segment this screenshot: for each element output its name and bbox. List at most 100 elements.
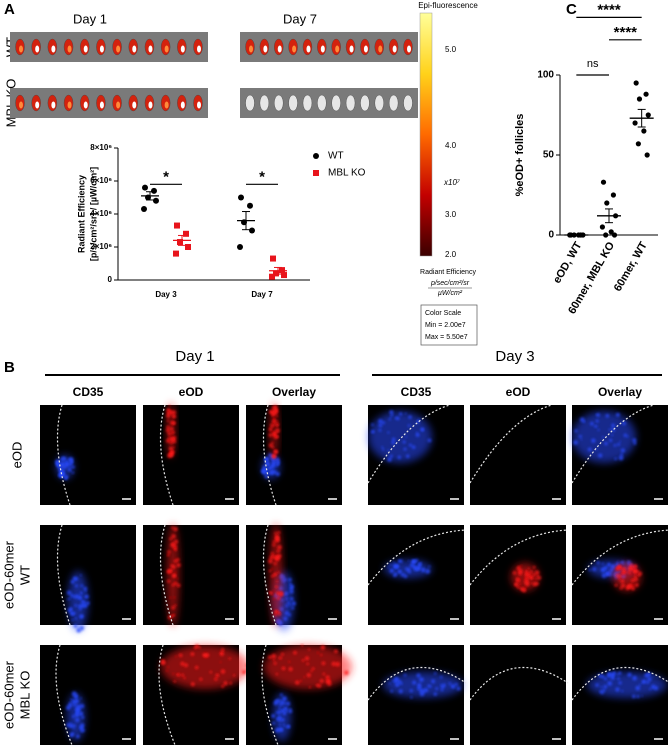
signal-speck bbox=[588, 568, 592, 572]
signal-speck bbox=[390, 689, 394, 693]
signal-glow bbox=[383, 672, 463, 698]
signal-speck bbox=[268, 655, 272, 659]
scale-text: Color Scale bbox=[425, 310, 461, 317]
micrograph-bg bbox=[40, 525, 136, 625]
data-point bbox=[183, 230, 189, 237]
signal-speck bbox=[514, 582, 519, 587]
data-point bbox=[643, 91, 649, 97]
organ-core bbox=[197, 101, 201, 109]
signal-speck bbox=[277, 715, 281, 719]
signal-speck bbox=[633, 441, 637, 445]
y-tick-label: 4×10⁶ bbox=[90, 209, 112, 218]
signal-speck bbox=[275, 591, 281, 596]
signal-speck bbox=[601, 573, 607, 578]
signal-speck bbox=[271, 554, 275, 558]
signal-speck bbox=[71, 691, 77, 697]
signal-speck bbox=[220, 669, 226, 674]
signal-speck bbox=[183, 663, 189, 668]
data-point bbox=[273, 270, 279, 277]
signal-speck bbox=[304, 656, 310, 661]
signal-speck bbox=[595, 419, 599, 423]
organ-core bbox=[83, 101, 88, 109]
signal-speck bbox=[69, 469, 72, 472]
signal-speck bbox=[607, 671, 612, 677]
signal-speck bbox=[176, 563, 181, 568]
signal-speck bbox=[275, 672, 279, 676]
signal-speck bbox=[241, 670, 247, 675]
signal-speck bbox=[76, 711, 79, 714]
signal-speck bbox=[288, 577, 292, 582]
signal-speck bbox=[621, 567, 626, 572]
signal-speck bbox=[406, 454, 410, 458]
signal-speck bbox=[273, 410, 278, 415]
signal-speck bbox=[276, 549, 281, 553]
ivis-strip bbox=[240, 32, 418, 62]
organ-core bbox=[35, 101, 40, 109]
signal-speck bbox=[617, 677, 620, 681]
organ-core bbox=[164, 101, 169, 109]
signal-speck bbox=[275, 462, 280, 467]
colorbar-tick: 4.0 bbox=[445, 141, 457, 150]
signal-speck bbox=[271, 441, 274, 445]
signal-speck bbox=[600, 567, 606, 573]
signal-speck bbox=[83, 586, 88, 591]
follicle-boundary bbox=[262, 404, 277, 506]
signal-speck bbox=[274, 613, 278, 616]
signal-speck bbox=[277, 531, 281, 535]
signal-speck bbox=[79, 597, 82, 600]
signal-speck bbox=[174, 581, 178, 586]
signal-speck bbox=[421, 689, 426, 694]
data-point bbox=[635, 141, 641, 147]
signal-speck bbox=[69, 597, 72, 600]
follicle-boundary bbox=[159, 404, 174, 506]
legend-marker bbox=[313, 153, 319, 159]
micrograph-bg bbox=[470, 405, 566, 505]
signal-speck bbox=[171, 526, 174, 530]
organ-core bbox=[407, 45, 411, 53]
signal-speck bbox=[274, 610, 278, 613]
signal-speck bbox=[617, 560, 619, 563]
signal-speck bbox=[512, 571, 517, 575]
organ-core bbox=[363, 45, 368, 53]
signal-speck bbox=[319, 678, 324, 683]
signal-speck bbox=[68, 466, 71, 469]
signal-speck bbox=[525, 577, 529, 581]
signal-speck bbox=[70, 698, 73, 701]
organ-core bbox=[180, 45, 185, 53]
signal-speck bbox=[617, 442, 621, 446]
signal-speck bbox=[527, 567, 530, 570]
signal-speck bbox=[603, 676, 608, 681]
signal-speck bbox=[389, 568, 395, 574]
signal-speck bbox=[190, 652, 195, 656]
signal-speck bbox=[62, 456, 67, 461]
micrograph-bg bbox=[470, 645, 566, 745]
signal-speck bbox=[454, 683, 458, 687]
signal-speck bbox=[387, 566, 390, 569]
signal-speck bbox=[168, 404, 171, 407]
signal-speck bbox=[287, 724, 290, 728]
data-point bbox=[249, 227, 255, 234]
signal-speck bbox=[273, 597, 275, 600]
signal-speck bbox=[417, 682, 422, 688]
signal-speck bbox=[520, 564, 523, 567]
follicle-boundary bbox=[159, 524, 174, 626]
signal-speck bbox=[389, 563, 392, 566]
signal-speck bbox=[277, 571, 280, 574]
signal-speck bbox=[74, 698, 80, 704]
signal-speck bbox=[272, 590, 275, 593]
signal-speck bbox=[281, 666, 286, 671]
signal-speck bbox=[215, 673, 220, 678]
signal-speck bbox=[278, 621, 283, 626]
organ-core bbox=[132, 45, 137, 53]
signal-speck bbox=[382, 421, 386, 425]
signal-speck bbox=[289, 584, 294, 589]
signal-speck bbox=[320, 653, 323, 657]
signal-speck bbox=[172, 574, 177, 578]
signal-speck bbox=[421, 567, 425, 571]
signal-speck bbox=[268, 443, 273, 448]
signal-speck bbox=[418, 418, 421, 421]
y-tick-label: 8×10⁶ bbox=[90, 143, 112, 152]
organ-core bbox=[51, 45, 56, 53]
signal-speck bbox=[320, 645, 326, 650]
signal-speck bbox=[598, 453, 603, 458]
